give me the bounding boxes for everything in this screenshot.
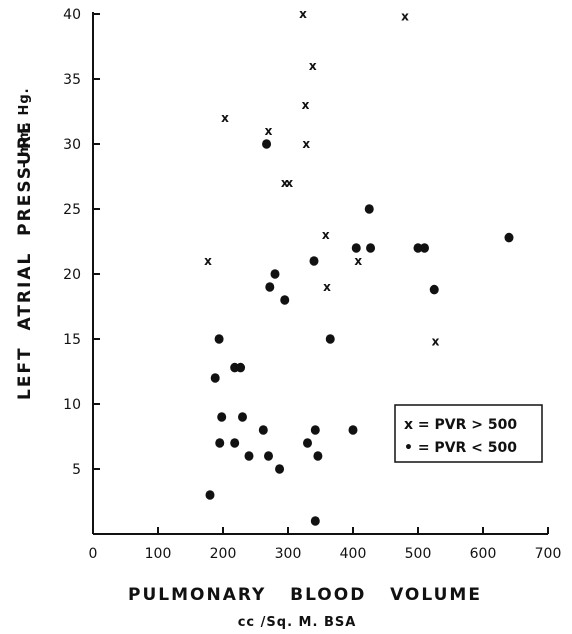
data-point-dot: [504, 232, 514, 243]
data-point-x: x: [285, 176, 293, 190]
legend-entry-dot: • = PVR < 500: [404, 440, 517, 456]
y-tick-label: 25: [63, 202, 81, 218]
x-axis-ticks: 0 100 200 300 400 500 600 700: [89, 527, 562, 562]
x-tick-label: 400: [340, 546, 367, 562]
data-point-dot: [210, 373, 220, 383]
y-tick-label: 40: [63, 7, 81, 23]
x-tick-label: 600: [470, 546, 497, 562]
data-point-dot: [214, 334, 224, 344]
data-point-x: x: [323, 280, 331, 294]
data-point-dot: [429, 284, 439, 295]
x-tick-label: 300: [275, 546, 302, 562]
data-point-dot: [275, 464, 285, 474]
data-point-dot: [280, 295, 290, 305]
data-point-dot: [303, 438, 312, 448]
y-axis-title: LEFT ATRIAL PRESSURE: [15, 120, 35, 400]
data-point-dot: [258, 425, 268, 435]
data-point-dot: [230, 438, 240, 448]
data-point-x: x: [354, 254, 362, 268]
y-tick-label: 30: [63, 137, 81, 153]
data-point-dot: [215, 438, 225, 448]
data-point-x: x: [204, 254, 212, 268]
data-point-dot: [238, 412, 247, 422]
data-point-dot: [364, 204, 374, 214]
data-point-dot: [366, 243, 376, 253]
data-point-dot: [262, 139, 272, 149]
x-tick-label: 500: [405, 546, 432, 562]
x-tick-label: 200: [210, 546, 237, 562]
data-point-x: x: [432, 335, 440, 349]
data-point-x: x: [265, 124, 273, 138]
legend-box: [394, 404, 543, 463]
legend-entry-x: x = PVR > 500: [404, 417, 517, 433]
y-tick-label: 10: [63, 397, 81, 413]
data-point-dot: [309, 256, 319, 266]
data-point-x: x: [302, 137, 310, 151]
y-tick-label: 5: [72, 462, 81, 478]
x-axis-unit: cc /Sq. M. BSA: [238, 615, 357, 630]
data-point-dot: [205, 490, 215, 500]
x-axis-title: PULMONARY BLOOD VOLUME: [128, 585, 482, 605]
data-point-dot: [413, 243, 423, 253]
data-point-dot: [265, 282, 275, 292]
data-point-dot: [217, 412, 227, 422]
data-point-dot: [420, 243, 429, 253]
y-tick-label: 20: [63, 267, 81, 283]
data-point-dot: [310, 516, 320, 526]
x-tick-label: 100: [145, 546, 172, 562]
data-point-dot: [348, 425, 358, 435]
data-point-dot: [325, 334, 335, 344]
data-point-x: x: [322, 228, 330, 242]
data-point-dot: [264, 451, 273, 461]
data-point-dot: [270, 269, 280, 279]
data-point-dot: [236, 362, 246, 373]
data-point-x: x: [401, 10, 409, 24]
x-tick-label: 0: [89, 546, 98, 562]
data-point-dot: [351, 243, 361, 253]
data-point-x: x: [221, 111, 229, 125]
y-tick-label: 15: [63, 332, 81, 348]
data-point-dot: [244, 451, 254, 461]
data-point-dot: [313, 451, 323, 461]
y-axis-ticks: 5 10 15 20 25 30 35 40: [63, 7, 100, 478]
y-axis-unit: - mm. Hg.: [17, 87, 32, 168]
legend: x = PVR > 500 • = PVR < 500: [394, 404, 543, 463]
data-point-x: x: [299, 7, 307, 21]
data-point-x: x: [281, 176, 289, 190]
data-point-dot: [310, 425, 320, 435]
y-tick-label: 35: [63, 72, 81, 88]
x-tick-label: 700: [535, 546, 562, 562]
data-point-x: x: [309, 59, 317, 73]
data-point-x: x: [302, 98, 310, 112]
